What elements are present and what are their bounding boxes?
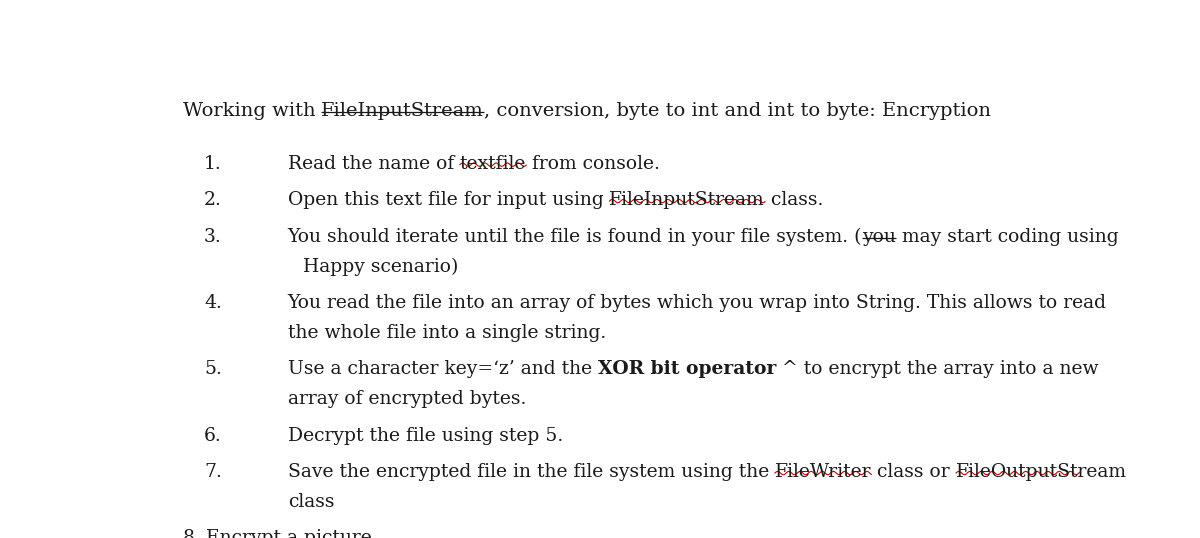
- Text: Working with: Working with: [182, 102, 322, 120]
- Text: from console.: from console.: [527, 155, 660, 173]
- Text: textfile: textfile: [460, 155, 527, 173]
- Text: FileOutputStream: FileOutputStream: [956, 463, 1127, 481]
- Text: Happy scenario): Happy scenario): [304, 258, 458, 276]
- Text: FileInputStream: FileInputStream: [322, 102, 484, 120]
- Text: Use a character key=‘z’ and the: Use a character key=‘z’ and the: [288, 360, 598, 378]
- Text: array of encrypted bytes.: array of encrypted bytes.: [288, 390, 526, 408]
- Text: FileWriter: FileWriter: [775, 463, 871, 481]
- Text: 8.: 8.: [182, 529, 206, 538]
- Text: you: you: [862, 228, 896, 246]
- Text: 3.: 3.: [204, 228, 222, 246]
- Text: 4.: 4.: [204, 294, 222, 312]
- Text: FileInputStream: FileInputStream: [610, 191, 766, 209]
- Text: 6.: 6.: [204, 427, 222, 444]
- Text: Read the name of: Read the name of: [288, 155, 460, 173]
- Text: XOR bit operator: XOR bit operator: [598, 360, 776, 378]
- Text: ^ to encrypt the array into a new: ^ to encrypt the array into a new: [776, 360, 1099, 378]
- Text: , conversion, byte to int and int to byte: Encryption: , conversion, byte to int and int to byt…: [484, 102, 991, 120]
- Text: Save the encrypted file in the file system using the: Save the encrypted file in the file syst…: [288, 463, 775, 481]
- Text: class or: class or: [871, 463, 956, 481]
- Text: class.: class.: [766, 191, 823, 209]
- Text: 7.: 7.: [204, 463, 222, 481]
- Text: the whole file into a single string.: the whole file into a single string.: [288, 324, 606, 342]
- Text: 5.: 5.: [204, 360, 222, 378]
- Text: Decrypt the file using step 5.: Decrypt the file using step 5.: [288, 427, 563, 444]
- Text: 1.: 1.: [204, 155, 222, 173]
- Text: Encrypt a picture: Encrypt a picture: [206, 529, 372, 538]
- Text: You should iterate until the file is found in your file system. (: You should iterate until the file is fou…: [288, 228, 862, 246]
- Text: You read the file into an array of bytes which you wrap into String. This allows: You read the file into an array of bytes…: [288, 294, 1106, 312]
- Text: may start coding using: may start coding using: [896, 228, 1118, 246]
- Text: class: class: [288, 493, 334, 511]
- Text: Open this text file for input using: Open this text file for input using: [288, 191, 610, 209]
- Text: 2.: 2.: [204, 191, 222, 209]
